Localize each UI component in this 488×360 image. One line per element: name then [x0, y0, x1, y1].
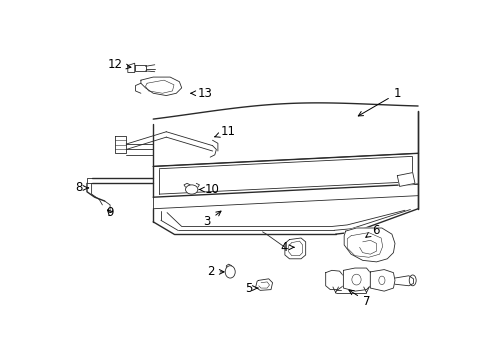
Polygon shape: [325, 270, 343, 289]
Text: 13: 13: [190, 87, 212, 100]
Polygon shape: [343, 268, 369, 291]
Text: 10: 10: [199, 183, 220, 196]
Text: 7: 7: [348, 290, 369, 308]
Text: 1: 1: [358, 87, 400, 116]
Polygon shape: [396, 172, 414, 186]
Text: 5: 5: [244, 282, 258, 294]
Polygon shape: [369, 270, 394, 291]
Polygon shape: [285, 238, 305, 259]
Polygon shape: [141, 77, 182, 95]
Text: 9: 9: [106, 206, 114, 219]
Polygon shape: [344, 228, 394, 262]
Text: 2: 2: [207, 265, 224, 278]
Text: 11: 11: [214, 125, 235, 138]
Ellipse shape: [185, 185, 198, 194]
Text: 3: 3: [203, 211, 221, 228]
Text: 12: 12: [107, 58, 131, 71]
Text: 6: 6: [365, 224, 379, 237]
Text: 8: 8: [76, 181, 88, 194]
Text: 4: 4: [280, 241, 293, 254]
Polygon shape: [255, 279, 272, 291]
Ellipse shape: [225, 266, 235, 278]
